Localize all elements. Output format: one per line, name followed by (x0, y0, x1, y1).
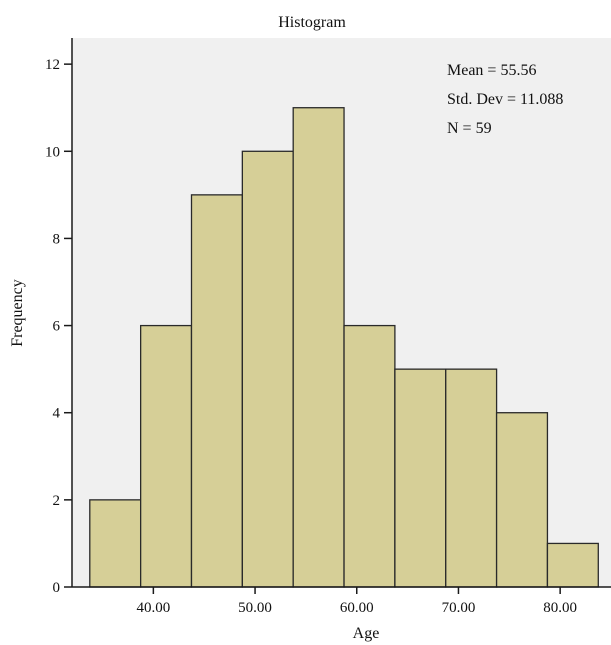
stat-n: N = 59 (447, 120, 492, 137)
x-tick-label-70.00: 70.00 (442, 600, 476, 616)
y-tick-label-12: 12 (45, 57, 60, 73)
y-tick-label-10: 10 (45, 144, 60, 160)
y-tick-label-6: 6 (53, 319, 61, 335)
x-tick-label-50.00: 50.00 (238, 600, 272, 616)
stat-std-dev: Std. Dev = 11.088 (447, 91, 563, 108)
histogram-bar-10 (546, 542, 599, 588)
histogram-bar-1 (89, 499, 142, 588)
chart-title: Histogram (278, 14, 346, 31)
histogram-bar-2 (139, 324, 193, 588)
bars-group (89, 107, 599, 588)
histogram-bar-4 (241, 150, 294, 588)
histogram-bar-7 (394, 368, 447, 588)
x-ticks-group: 40.00 50.00 60.00 70.00 80.00 (136, 587, 577, 616)
histogram-bar-5 (292, 107, 345, 588)
x-tick-label-60.00: 60.00 (340, 600, 374, 616)
stat-mean: Mean = 55.56 (447, 62, 536, 79)
y-ticks-group: 0 2 4 6 8 10 12 (45, 57, 72, 596)
x-tick-label-40.00: 40.00 (136, 600, 170, 616)
histogram-bar-8 (445, 368, 498, 588)
y-tick-label-0: 0 (53, 580, 61, 596)
histogram-bar-9 (495, 412, 549, 588)
y-tick-label-2: 2 (53, 493, 61, 509)
histogram-bar-6 (343, 324, 396, 588)
x-axis-label: Age (353, 625, 380, 642)
y-tick-label-4: 4 (53, 406, 61, 422)
x-tick-label-80.00: 80.00 (543, 600, 577, 616)
y-tick-label-8: 8 (53, 231, 61, 247)
y-axis-label: Frequency (9, 279, 26, 347)
stats-box: Mean = 55.56 Std. Dev = 11.088 N = 59 (447, 62, 563, 137)
histogram-bar-3 (190, 194, 243, 588)
